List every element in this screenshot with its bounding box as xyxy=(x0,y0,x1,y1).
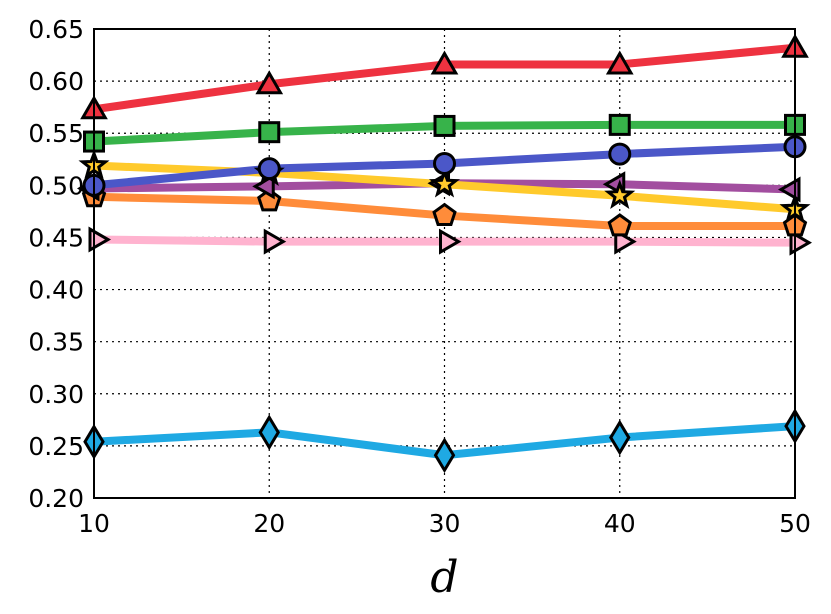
y-tick-label: 0.65 xyxy=(28,15,84,44)
x-tick-label: 40 xyxy=(604,509,636,538)
tick-labels: 0.20 0.25 0.30 0.35 0.40 0.45 0.50 0.55 0.60 0.65… xyxy=(28,15,811,538)
y-tick-label: 0.40 xyxy=(28,276,84,305)
x-tick-label: 30 xyxy=(429,509,461,538)
series-blue-circle-point xyxy=(608,142,632,166)
series-blue-circle-point xyxy=(433,151,456,175)
series-orange-pentagon-point xyxy=(432,202,457,226)
y-tick-label: 0.25 xyxy=(28,432,84,461)
series-cyan-diamond-point xyxy=(433,437,456,474)
series-red-triangle-point xyxy=(255,70,284,95)
series-green-square-point xyxy=(608,113,631,136)
x-axis-label: d xyxy=(430,552,458,603)
series-green-square-point xyxy=(433,114,456,137)
series-yellow-star-point xyxy=(604,179,636,209)
series-cyan-diamond-point xyxy=(609,419,631,456)
series-pink-right-triangle-point xyxy=(439,228,462,255)
x-tick-label: 50 xyxy=(779,509,811,538)
grid-lines xyxy=(94,29,795,498)
series-cyan-diamond-point xyxy=(258,414,280,451)
series-blue-circle-point xyxy=(257,157,281,181)
y-tick-label: 0.30 xyxy=(28,380,84,409)
series-red-triangle-point xyxy=(605,50,634,75)
series-green-square-point xyxy=(258,121,281,144)
y-tick-label: 0.50 xyxy=(28,171,84,200)
series-pink-right-triangle-point xyxy=(88,226,112,253)
x-tick-label: 20 xyxy=(253,509,285,538)
series-pink-right-triangle-point xyxy=(614,228,637,255)
series-red-triangle-point xyxy=(430,50,459,75)
y-tick-label: 0.20 xyxy=(28,484,84,513)
y-tick-label: 0.60 xyxy=(28,67,84,96)
y-tick-label: 0.55 xyxy=(28,119,84,148)
series-orange-pentagon-point xyxy=(607,213,632,237)
x-tick-label: 10 xyxy=(78,509,110,538)
y-tick-label: 0.35 xyxy=(28,328,84,357)
series-pink-right-triangle-point xyxy=(263,228,287,255)
y-tick-label: 0.45 xyxy=(28,223,84,252)
series-yellow-star-point xyxy=(428,167,461,198)
plot-frame xyxy=(93,28,796,499)
